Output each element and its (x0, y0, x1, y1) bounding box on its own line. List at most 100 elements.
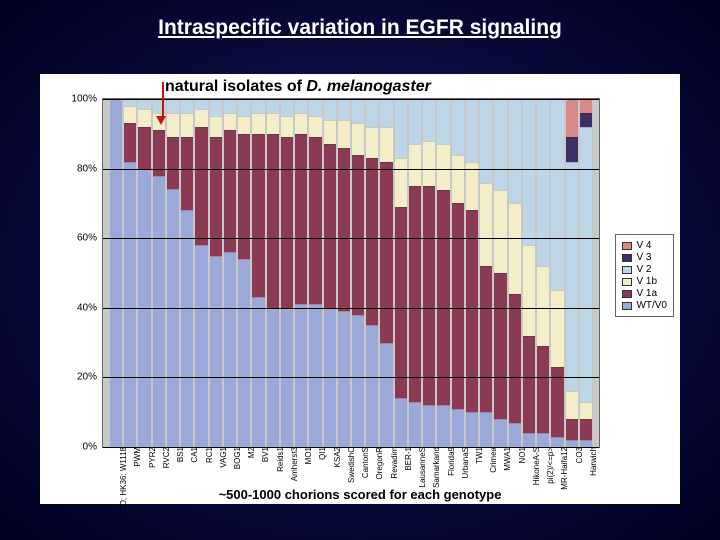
bar-segment (167, 137, 179, 189)
bar-slot: HikoneA-S (522, 99, 536, 447)
bar-segment (366, 158, 378, 325)
bar-segment (395, 398, 407, 447)
stacked-bar (352, 99, 364, 447)
legend-label: V 2 (636, 264, 651, 275)
legend-swatch (622, 266, 632, 274)
bars-container: CO; HK36: W1118PWMPYR2RVC2BS1CA1RC1VAG1B… (103, 99, 599, 447)
bar-segment (309, 137, 321, 304)
bar-segment (238, 116, 250, 133)
bar-slot: OregonR (365, 99, 379, 447)
x-tick-label: KSA2 (330, 447, 342, 467)
x-tick-label: LausanneS (415, 447, 427, 487)
bar-segment (124, 99, 136, 106)
bar-slot: QI1 (308, 99, 322, 447)
bar-slot: NO1 (508, 99, 522, 447)
bar-segment (409, 402, 421, 447)
legend-swatch (622, 278, 632, 286)
stacked-bar (224, 99, 236, 447)
bar-slot: CO3 (565, 99, 579, 447)
stacked-bar (551, 99, 563, 447)
chart-title: natural isolates of D. melanogaster (165, 78, 431, 96)
stacked-bar (423, 99, 435, 447)
stacked-bar (338, 99, 350, 447)
bar-segment (110, 99, 122, 447)
legend-label: V 1b (636, 276, 657, 287)
bar-slot: Amherst3 (280, 99, 294, 447)
bar-segment (509, 423, 521, 447)
bar-segment (494, 273, 506, 419)
x-tick-label: Revadim (387, 447, 399, 479)
bar-segment (181, 99, 193, 113)
bar-segment (195, 99, 207, 109)
bar-segment (352, 99, 364, 123)
legend-item: V 1a (622, 288, 667, 299)
bar-segment (537, 433, 549, 447)
bar-segment (509, 203, 521, 293)
bar-segment (224, 252, 236, 447)
x-tick-label: Florida9 (444, 447, 456, 476)
bar-segment (138, 99, 150, 109)
bar-segment (309, 304, 321, 447)
stacked-bar (238, 99, 250, 447)
bar-segment (224, 99, 236, 113)
bar-segment (480, 183, 492, 267)
bar-slot: TW1 (465, 99, 479, 447)
stacked-bar (195, 99, 207, 447)
bar-segment (338, 99, 350, 120)
bar-segment (295, 304, 307, 447)
x-tick-label: MR-Haifa12 (557, 447, 569, 490)
bar-segment (437, 405, 449, 447)
bar-segment (452, 155, 464, 204)
bar-segment (437, 144, 449, 189)
bar-segment (380, 99, 392, 127)
bar-segment (395, 158, 407, 207)
bar-segment (494, 419, 506, 447)
bar-slot: Harwich (579, 99, 593, 447)
bar-segment (566, 419, 578, 440)
bar-segment (309, 99, 321, 116)
bar-slot: MWA1 (493, 99, 507, 447)
bar-slot: CO; HK36: W1118 (109, 99, 123, 447)
bar-segment (580, 113, 592, 127)
stacked-bar (409, 99, 421, 447)
bar-segment (210, 256, 222, 447)
bar-segment (195, 245, 207, 447)
bar-segment (395, 207, 407, 398)
gridline (103, 169, 599, 170)
bar-segment (580, 99, 592, 113)
bar-segment (523, 245, 535, 335)
x-tick-label: OregonR (372, 447, 384, 479)
page-title: Intraspecific variation in EGFR signalin… (0, 0, 720, 40)
bar-segment (480, 99, 492, 183)
stacked-bar (523, 99, 535, 447)
stacked-bar (566, 99, 578, 447)
bar-slot: BOG1 (223, 99, 237, 447)
bar-segment (267, 99, 279, 113)
bar-segment (338, 311, 350, 447)
bar-segment (138, 109, 150, 126)
stacked-bar (267, 99, 279, 447)
bar-slot: RC1 (194, 99, 208, 447)
bar-segment (138, 127, 150, 169)
bar-segment (409, 186, 421, 402)
x-tick-label: MO1 (301, 447, 313, 464)
bar-slot: M2 (237, 99, 251, 447)
bar-slot: PWM (123, 99, 137, 447)
bar-segment (181, 137, 193, 210)
legend-item: WT/V0 (622, 300, 667, 311)
bar-segment (380, 343, 392, 447)
x-tick-label: PWM (130, 447, 142, 467)
bar-segment (537, 266, 549, 346)
y-tick-label: 0% (83, 442, 97, 453)
bar-segment (509, 99, 521, 203)
stacked-bar (181, 99, 193, 447)
x-tick-label: QI1 (315, 447, 327, 460)
x-tick-label: pi(2)/<=p> (543, 447, 555, 484)
bar-segment (366, 127, 378, 158)
x-tick-label: NO1 (515, 447, 527, 463)
x-tick-label: Samarkand (429, 447, 441, 488)
bar-segment (494, 190, 506, 274)
bar-segment (224, 130, 236, 252)
stacked-bar (252, 99, 264, 447)
bar-segment (537, 99, 549, 266)
